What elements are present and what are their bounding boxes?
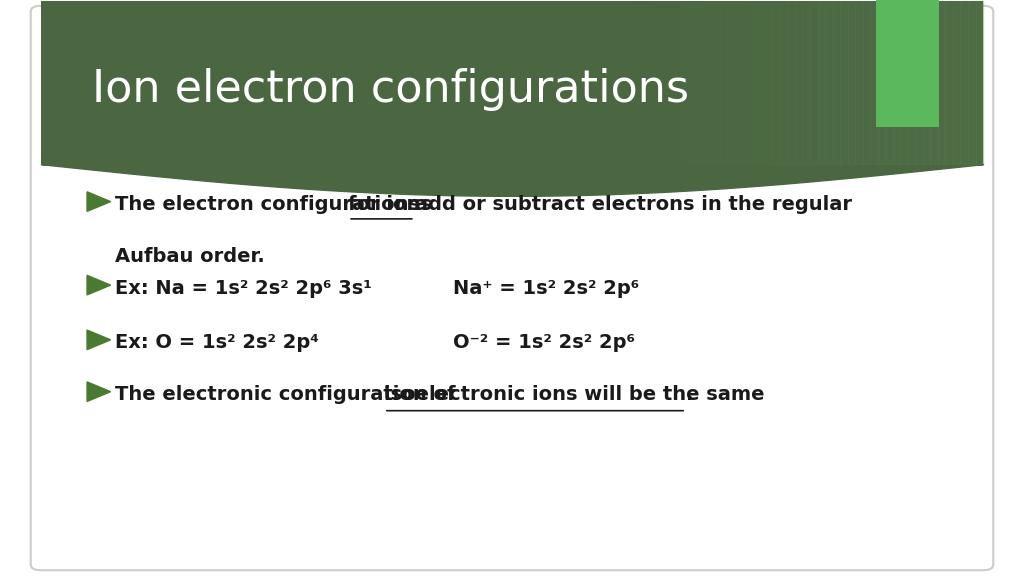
Text: Ion electron configurations: Ion electron configurations <box>92 68 689 111</box>
Text: Na⁺ = 1s² 2s² 2p⁶: Na⁺ = 1s² 2s² 2p⁶ <box>453 279 639 297</box>
Polygon shape <box>87 382 111 401</box>
Text: .: . <box>686 385 693 404</box>
Text: isoelectronic ions will be the same: isoelectronic ions will be the same <box>384 385 765 404</box>
Text: The electronic configuration of: The electronic configuration of <box>115 385 462 404</box>
FancyBboxPatch shape <box>41 1 983 164</box>
FancyBboxPatch shape <box>31 6 993 570</box>
Text: Aufbau order.: Aufbau order. <box>115 247 264 266</box>
Polygon shape <box>87 330 111 350</box>
Text: for ions: for ions <box>348 195 439 214</box>
Text: The electron configurations: The electron configurations <box>115 195 426 214</box>
Text: O⁻² = 1s² 2s² 2p⁶: O⁻² = 1s² 2s² 2p⁶ <box>453 334 635 352</box>
Text: Ex: O = 1s² 2s² 2p⁴: Ex: O = 1s² 2s² 2p⁴ <box>115 334 318 352</box>
Text: Ex: Na = 1s² 2s² 2p⁶ 3s¹: Ex: Na = 1s² 2s² 2p⁶ 3s¹ <box>115 279 372 297</box>
Text: add or subtract electrons in the regular: add or subtract electrons in the regular <box>415 195 852 214</box>
FancyBboxPatch shape <box>876 0 939 127</box>
Polygon shape <box>87 192 111 211</box>
Polygon shape <box>87 275 111 295</box>
